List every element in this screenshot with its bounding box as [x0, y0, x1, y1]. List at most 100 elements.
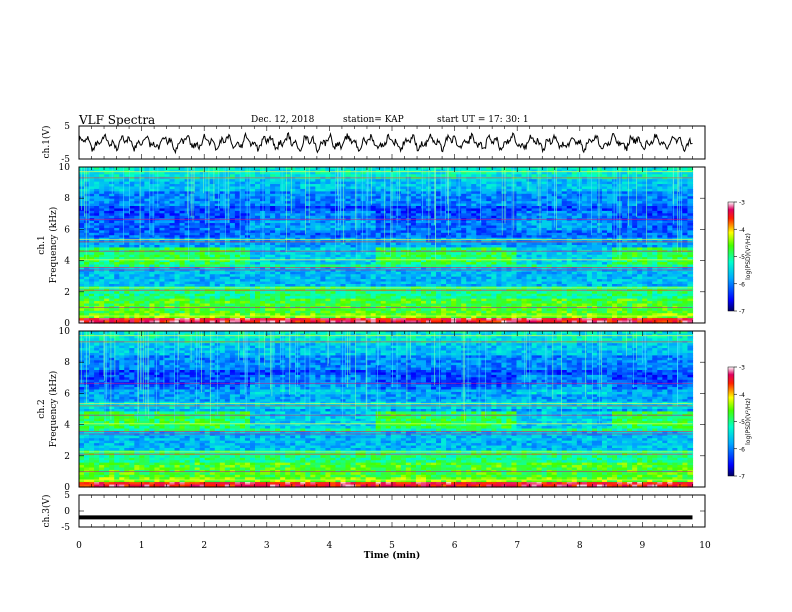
spectrogram-cell	[662, 169, 668, 173]
spectrogram-cell	[652, 208, 658, 212]
spectrogram-cell	[466, 206, 472, 210]
spectrogram-cell	[84, 167, 90, 171]
spectrogram-cell	[204, 227, 211, 231]
spectrogram-cell	[581, 179, 588, 183]
spectrogram-cell	[591, 232, 598, 236]
spectrogram-cell	[224, 225, 231, 229]
spectrogram-cell	[275, 225, 281, 229]
spectrogram-cell	[506, 215, 513, 219]
spectrogram-cell	[657, 174, 663, 178]
spectrogram-cell	[541, 208, 548, 212]
spectrogram-cell	[471, 215, 477, 219]
spectrogram-cell	[481, 181, 487, 185]
spectrogram-cell	[400, 206, 407, 210]
spectrogram-cell	[436, 186, 442, 190]
spectrogram-cell	[486, 179, 492, 183]
date-label: Dec. 12, 2018	[251, 115, 315, 125]
spectrogram-cell	[521, 208, 528, 212]
spectrogram-cell	[300, 169, 306, 173]
spectrogram-cell	[526, 208, 533, 212]
spectrogram-cell	[280, 201, 286, 205]
spectrogram-cell	[466, 174, 472, 178]
spectrogram-cell	[234, 181, 241, 185]
spectrogram-cell	[89, 186, 95, 190]
spectrogram-cell	[295, 167, 301, 171]
spectrogram-cell	[511, 169, 518, 173]
spectrogram-cell	[265, 174, 271, 178]
spectrogram-cell	[330, 196, 337, 200]
spectrogram-cell	[134, 179, 140, 183]
spectrogram-cell	[647, 215, 653, 219]
spectrogram-cell	[571, 191, 578, 195]
spectrogram-cell	[451, 198, 457, 202]
spectrogram-cell	[119, 225, 125, 229]
spectrogram-cell	[330, 203, 337, 207]
spectrogram-cell	[461, 213, 467, 217]
spectrogram-cell	[491, 188, 497, 192]
spectrogram-cell	[516, 191, 523, 195]
spectrogram-cell	[204, 191, 211, 195]
spectrogram-cell	[280, 179, 286, 183]
spectrogram-cell	[109, 196, 115, 200]
spectrogram-cell	[164, 193, 171, 197]
spectrogram-cell	[516, 193, 523, 197]
spectrogram-cell	[179, 186, 186, 190]
spectrogram-cell	[441, 196, 447, 200]
spectrogram-cell	[209, 227, 216, 231]
spectrogram-cell	[506, 179, 513, 183]
spectrogram-cell	[375, 171, 382, 175]
spectrogram-cell	[204, 167, 211, 171]
spectrogram-cell	[154, 184, 161, 188]
spectrogram-cell	[360, 201, 367, 205]
spectrogram-cell	[164, 186, 171, 190]
spectrogram-cell	[410, 179, 417, 183]
spectrogram-cell	[591, 174, 598, 178]
spectrogram-cell	[214, 191, 221, 195]
spectrogram-cell	[320, 227, 326, 231]
spectrogram-cell	[249, 230, 256, 234]
spectrogram-cell	[144, 171, 150, 175]
spectrogram-cell	[667, 215, 673, 219]
spectrogram-cell	[350, 193, 357, 197]
spectrogram-cell	[481, 206, 487, 210]
spectrogram-cell	[224, 186, 231, 190]
spectrogram-cell	[164, 220, 171, 224]
spectrogram-cell	[486, 232, 492, 236]
spectrogram-cell	[400, 223, 407, 227]
spectrogram-cell	[496, 225, 502, 229]
spectrogram-cell	[501, 230, 508, 234]
spectrogram-cell	[134, 181, 140, 185]
spectrogram-cell	[647, 186, 653, 190]
spectrogram-cell	[687, 206, 694, 210]
spectrogram-cell	[657, 201, 663, 205]
spectrogram-cell	[244, 186, 251, 190]
figure-title: VLF Spectra	[79, 113, 156, 127]
spectrogram-cell	[642, 167, 648, 171]
spectrogram-cell	[420, 184, 427, 188]
spectrogram-cell	[124, 184, 130, 188]
spectrogram-cell	[420, 196, 427, 200]
spectrogram-cell	[104, 198, 110, 202]
spectrogram-cell	[300, 174, 306, 178]
spectrogram-cell	[255, 203, 261, 207]
spectrogram-cell	[270, 210, 276, 214]
spectrogram-cell	[265, 201, 271, 205]
spectrogram-cell	[89, 203, 95, 207]
spectrogram-cell	[234, 196, 241, 200]
spectrogram-cell	[224, 210, 231, 214]
spectrogram-cell	[612, 215, 618, 219]
spectrogram-cell	[310, 201, 316, 205]
spectrogram-cell	[229, 218, 236, 222]
spectrogram-cell	[446, 210, 452, 214]
spectrogram-cell	[275, 186, 281, 190]
spectrogram-cell	[275, 198, 281, 202]
spectrogram-cell	[370, 179, 377, 183]
spectrogram-cell	[677, 206, 684, 210]
spectrogram-cell	[596, 213, 603, 217]
spectrogram-cell	[265, 171, 271, 175]
spectrogram-cell	[219, 210, 226, 214]
spectrogram-cell	[556, 232, 563, 236]
spectrogram-cell	[461, 186, 467, 190]
spectrogram-cell	[255, 218, 261, 222]
spectrogram-cell	[109, 206, 115, 210]
